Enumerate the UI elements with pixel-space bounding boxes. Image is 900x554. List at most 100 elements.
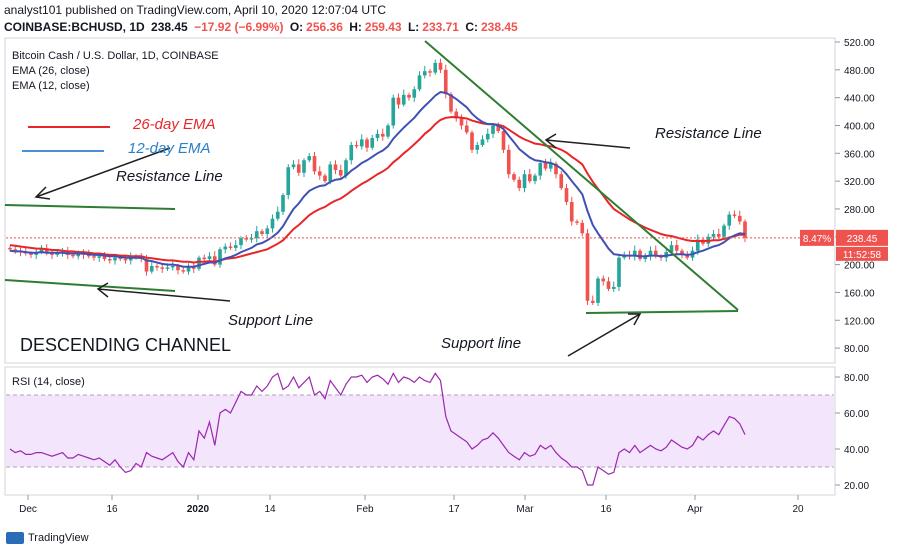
price-tick-label: 520.00: [844, 38, 875, 49]
candle-body: [128, 257, 133, 261]
support-right-label: Support line: [441, 335, 521, 352]
ema12-line: [9, 91, 746, 268]
rsi-tick-label: 60.00: [844, 409, 869, 420]
candle-body: [275, 211, 280, 219]
candle-body: [244, 238, 249, 240]
candle-body: [727, 214, 732, 226]
time-axis: Dec 16 2020 14 Feb 17 Mar 16 Apr 20: [19, 495, 804, 515]
candle-body: [743, 221, 747, 238]
candle-body: [328, 164, 333, 182]
candle-body: [249, 238, 254, 240]
indicator-ema26: EMA (26, close): [12, 65, 90, 77]
annotation-arrows: [34, 133, 642, 357]
candle-body: [380, 133, 385, 137]
candle-body: [596, 278, 600, 303]
time-tick-label: 20: [792, 504, 804, 515]
arrowhead: [628, 313, 642, 326]
candle-body: [433, 62, 438, 73]
time-tick-label: 16: [106, 504, 118, 515]
candle-body: [512, 174, 516, 180]
channel-bottom-line: [4, 279, 176, 292]
rsi-band: [6, 395, 834, 467]
candle-body: [302, 160, 306, 173]
candle-body: [118, 257, 123, 260]
candle-body: [254, 231, 259, 239]
price-tick-label: 400.00: [844, 121, 875, 132]
price-tick-label: 320.00: [844, 177, 875, 188]
candle-body: [559, 174, 564, 189]
candle-body: [359, 139, 364, 147]
candle-body: [396, 97, 401, 105]
candle-body: [580, 222, 585, 234]
countdown-tag: [836, 246, 888, 261]
rsi-tick-label: 40.00: [844, 445, 869, 456]
candles: [8, 58, 747, 306]
rsi-tick-label: 20.00: [844, 481, 869, 492]
candle-body: [449, 94, 453, 112]
candle-body: [428, 71, 432, 73]
candle-body: [181, 270, 186, 272]
resistance-left-label: Resistance Line: [116, 168, 223, 185]
countdown-label: 11:52:58: [843, 250, 882, 261]
price-tick-label: 440.00: [844, 94, 875, 105]
candle-body: [617, 257, 621, 287]
candle-body: [538, 163, 543, 176]
candle-body: [711, 234, 716, 237]
candle-body: [575, 221, 579, 223]
candle-body: [464, 125, 469, 133]
time-tick-label: 17: [448, 504, 460, 515]
candle-body: [155, 266, 159, 268]
chart-title: Bitcoin Cash / U.S. Dollar, 1D, COINBASE: [12, 50, 219, 62]
candle-body: [533, 175, 537, 182]
candle-body: [485, 133, 490, 140]
candle-body: [317, 171, 322, 176]
candle-body: [569, 202, 574, 222]
candle-body: [349, 144, 354, 161]
tradingview-logo-text: TradingView: [28, 532, 89, 544]
resistance-trendline: [424, 40, 739, 311]
candle-body: [44, 249, 49, 253]
candle-body: [438, 62, 443, 70]
candle-body: [291, 164, 296, 168]
candle-body: [638, 250, 642, 260]
ema12-annotation: 12-day EMA: [128, 140, 211, 157]
candle-body: [590, 300, 595, 303]
tradingview-logo[interactable]: TradingView: [6, 532, 89, 545]
candle-body: [564, 188, 569, 202]
candle-body: [160, 267, 165, 269]
low-label: L:: [407, 20, 420, 34]
price-tick-label: 480.00: [844, 66, 875, 77]
price-tick-label: 280.00: [844, 205, 875, 216]
candle-body: [86, 254, 91, 257]
candle-body: [386, 125, 390, 137]
candle-body: [218, 249, 222, 265]
arrow-support-right: [567, 313, 641, 357]
candle-body: [501, 131, 506, 150]
candle-body: [207, 256, 212, 260]
candle-body: [312, 156, 317, 172]
arrow-support-left: [97, 288, 231, 302]
candle-body: [611, 286, 616, 289]
candle-body: [475, 144, 480, 150]
candle-body: [543, 163, 548, 169]
candle-body: [417, 75, 422, 90]
candle-body: [239, 238, 243, 246]
price-tick-label: 360.00: [844, 149, 875, 160]
tradingview-logo-icon: [6, 532, 24, 545]
candle-body: [695, 239, 700, 251]
price-pane[interactable]: [4, 37, 836, 364]
candle-body: [202, 257, 207, 260]
price-tags: 8.47% 238.45 11:52:58: [800, 229, 888, 261]
candle-body: [517, 179, 522, 189]
arrow-resistance-left: [35, 147, 171, 198]
arrowhead: [96, 282, 109, 298]
candle-body: [71, 254, 75, 257]
candle-body: [260, 231, 264, 234]
candle-body: [165, 267, 170, 269]
close-label: C:: [465, 20, 478, 34]
ema26-annotation: 26-day EMA: [132, 116, 216, 133]
candle-body: [176, 266, 180, 271]
candle-body: [407, 94, 411, 98]
rsi-title: RSI (14, close): [12, 376, 85, 388]
